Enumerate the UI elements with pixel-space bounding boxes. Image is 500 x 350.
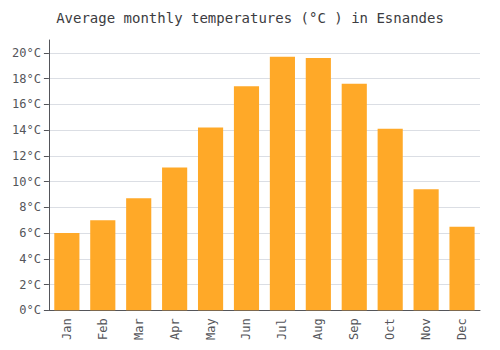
svg-text:Dec: Dec bbox=[455, 318, 469, 340]
svg-text:8°C: 8°C bbox=[19, 200, 41, 214]
svg-text:Aug: Aug bbox=[311, 318, 325, 340]
svg-text:10°C: 10°C bbox=[12, 175, 41, 189]
svg-text:0°C: 0°C bbox=[19, 303, 41, 317]
svg-text:Feb: Feb bbox=[96, 318, 110, 340]
svg-text:May: May bbox=[204, 318, 218, 340]
svg-text:Jan: Jan bbox=[60, 318, 74, 340]
svg-text:Nov: Nov bbox=[419, 318, 433, 340]
svg-text:2°C: 2°C bbox=[19, 278, 41, 292]
svg-text:Average monthly temperatures (: Average monthly temperatures (°C ) in Es… bbox=[56, 10, 444, 26]
svg-text:Jul: Jul bbox=[275, 318, 289, 340]
svg-text:12°C: 12°C bbox=[12, 149, 41, 163]
svg-text:Sep: Sep bbox=[347, 318, 361, 340]
svg-text:Mar: Mar bbox=[132, 318, 146, 340]
svg-text:18°C: 18°C bbox=[12, 72, 41, 86]
svg-text:14°C: 14°C bbox=[12, 123, 41, 137]
svg-text:Apr: Apr bbox=[168, 318, 182, 340]
svg-text:4°C: 4°C bbox=[19, 252, 41, 266]
svg-text:16°C: 16°C bbox=[12, 97, 41, 111]
svg-text:Oct: Oct bbox=[383, 318, 397, 340]
svg-text:Jun: Jun bbox=[239, 318, 253, 340]
svg-text:6°C: 6°C bbox=[19, 226, 41, 240]
svg-text:20°C: 20°C bbox=[12, 46, 41, 60]
